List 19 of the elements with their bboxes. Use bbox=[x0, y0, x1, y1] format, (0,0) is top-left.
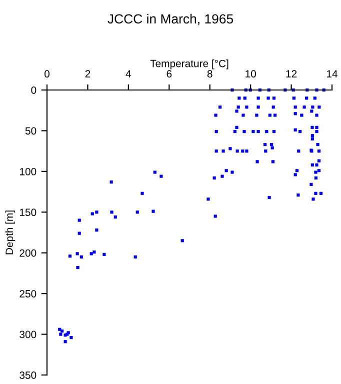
x-tick-label: 4 bbox=[126, 70, 132, 78]
y-tick-label: 300 bbox=[20, 330, 36, 338]
x-tick-label: 14 bbox=[327, 70, 338, 78]
y-tick-label: 350 bbox=[20, 372, 36, 379]
x-tick-label: 2 bbox=[85, 70, 90, 78]
chart-title: JCCC in March, 1965 bbox=[108, 14, 234, 26]
y-axis-title: Depth [m] bbox=[5, 210, 16, 254]
y-tick-label: 200 bbox=[20, 249, 36, 257]
x-tick-label: 0 bbox=[44, 70, 50, 78]
x-axis-title: Temperature [°C] bbox=[150, 60, 228, 70]
x-tick-label: 12 bbox=[286, 70, 297, 78]
y-tick-label: 250 bbox=[20, 290, 36, 298]
y-tick-label: 50 bbox=[25, 127, 36, 135]
x-tick-label: 10 bbox=[246, 70, 256, 78]
x-tick-label: 8 bbox=[207, 70, 212, 78]
y-tick-label: 150 bbox=[20, 208, 36, 216]
y-tick-label: 100 bbox=[20, 168, 36, 176]
y-tick-label: 0 bbox=[31, 86, 36, 94]
x-tick-label: 6 bbox=[166, 70, 172, 78]
